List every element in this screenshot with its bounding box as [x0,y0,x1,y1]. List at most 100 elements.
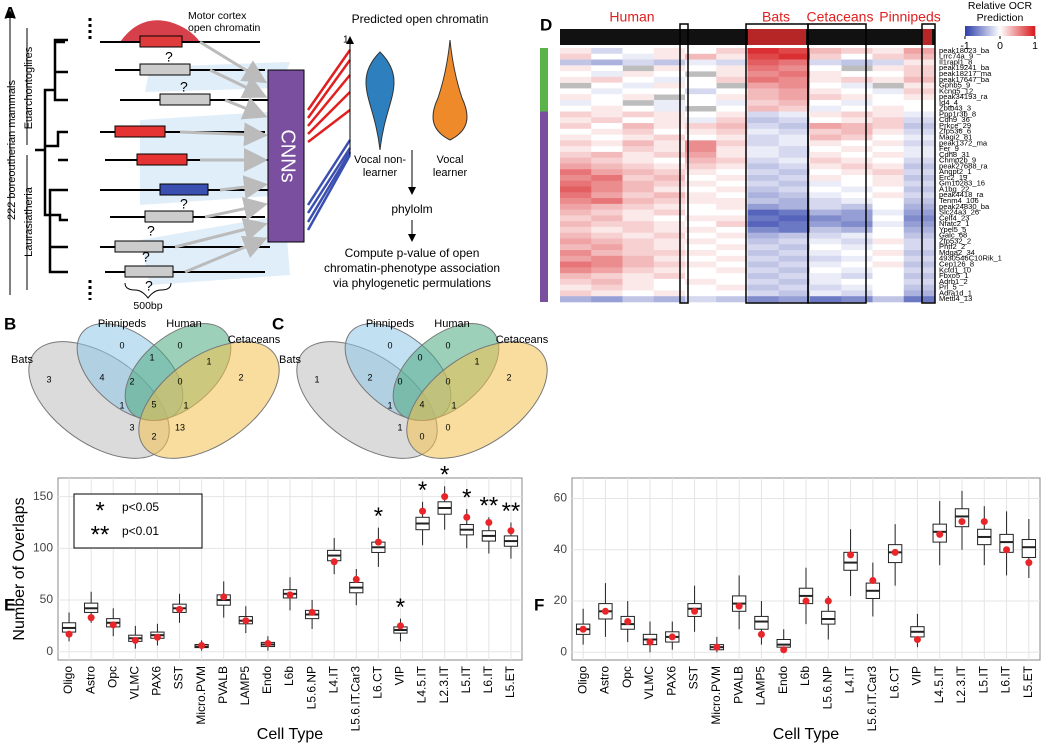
heat-cell [685,238,717,245]
observed [601,607,609,615]
heat-cell [778,192,811,199]
heat-cell [560,250,592,257]
heat-cell [810,232,842,239]
colorbar-step [998,26,1001,36]
heat-cell [653,71,686,78]
heat-cell [903,59,936,66]
heat-cell [841,117,873,124]
venn-count: 2 [238,372,243,382]
venn-set-label: Bats [11,354,34,366]
venn-set [138,341,280,459]
heat-cell [778,180,811,187]
heat-cell [872,192,905,199]
label: Euarchontoglires [23,46,35,129]
heat-cell [810,163,842,170]
x-tick-label: Micro.PVM [709,666,723,725]
heat-cell [685,221,717,228]
heat-cell [591,151,623,158]
observed [109,621,117,629]
heat-cell [560,290,592,297]
heat-cell [747,296,780,303]
heat-cell [872,123,905,130]
heat-cell [685,226,717,234]
heat-cell [778,290,811,297]
heat-cell [841,180,873,187]
heat-cell [716,232,748,239]
heat-cell [747,238,780,245]
heat-cell [685,140,717,147]
label: Vocal [437,154,464,166]
heat-cell [716,134,748,141]
heat-cell [747,140,780,147]
heat-cell [903,209,936,216]
heat-cell [685,175,717,182]
observed [242,617,250,625]
row-label: peak27688_ra [939,161,988,170]
heat-cell [685,157,717,164]
label: phylolm [391,202,432,216]
x-tick-label: LAMP5 [238,666,252,706]
x-tick-label: L4.IT [326,665,340,693]
heat-cell [716,163,748,170]
heat-cell [591,94,623,101]
heat-cell [622,255,655,262]
colorbar-step [987,26,990,36]
heat-cell [560,209,592,216]
heat-cell [685,151,717,158]
row-label: Fer_9 [939,144,959,153]
heat-cell [903,71,936,78]
heat-cell [716,215,748,222]
heat-cell [716,238,748,245]
venn-count: 3 [46,374,51,384]
heat-cell [716,105,748,112]
heat-cell [653,48,686,55]
heat-cell [872,94,905,101]
heat-cell [560,48,592,55]
heat-cell [747,244,780,251]
heat-cell [778,59,811,66]
heat-cell [841,209,873,216]
heat-cell [841,232,873,239]
heat-cell [778,203,811,210]
heat-cell [841,76,873,83]
row-label: peak1372_ma [939,138,988,147]
venn-count: 1 [451,400,456,410]
box [776,638,791,648]
heat-cell [747,88,780,95]
heat-cell [622,48,655,55]
heat-cell [685,244,717,251]
heat-cell [591,209,623,216]
heat-cell [560,140,592,147]
heat-cell [810,76,842,83]
y-axis-title: Number of Overlaps [11,497,28,640]
row-label: Ppp1r3b_8 [939,109,976,118]
x-tick-label: L6b [282,666,296,686]
heat-cell [622,163,655,170]
colorbar-step [968,26,971,36]
heat-cell [872,232,905,239]
heat-cell [872,88,905,95]
heat-cell [622,157,655,164]
heat-cell [716,290,748,297]
heat-cell [560,232,592,239]
heat-cell [810,296,842,303]
heat-cell [810,267,842,274]
colorbar-step [1033,26,1036,36]
heat-cell [591,169,623,176]
heat-cell [747,65,780,72]
heat-cell [622,198,655,205]
heat-cell [653,76,686,83]
tree [35,38,68,274]
box [821,610,836,625]
heat-cell [622,203,655,210]
heat-cell [841,71,873,78]
heat-cell [685,180,717,187]
heat-cell [841,94,873,101]
heat-cell [560,226,592,234]
heat-cell [622,59,655,66]
observed [198,642,206,650]
heat-cell [591,99,623,107]
heat-cell [841,175,873,182]
heat-cell [903,296,936,303]
heat-cell [778,94,811,101]
